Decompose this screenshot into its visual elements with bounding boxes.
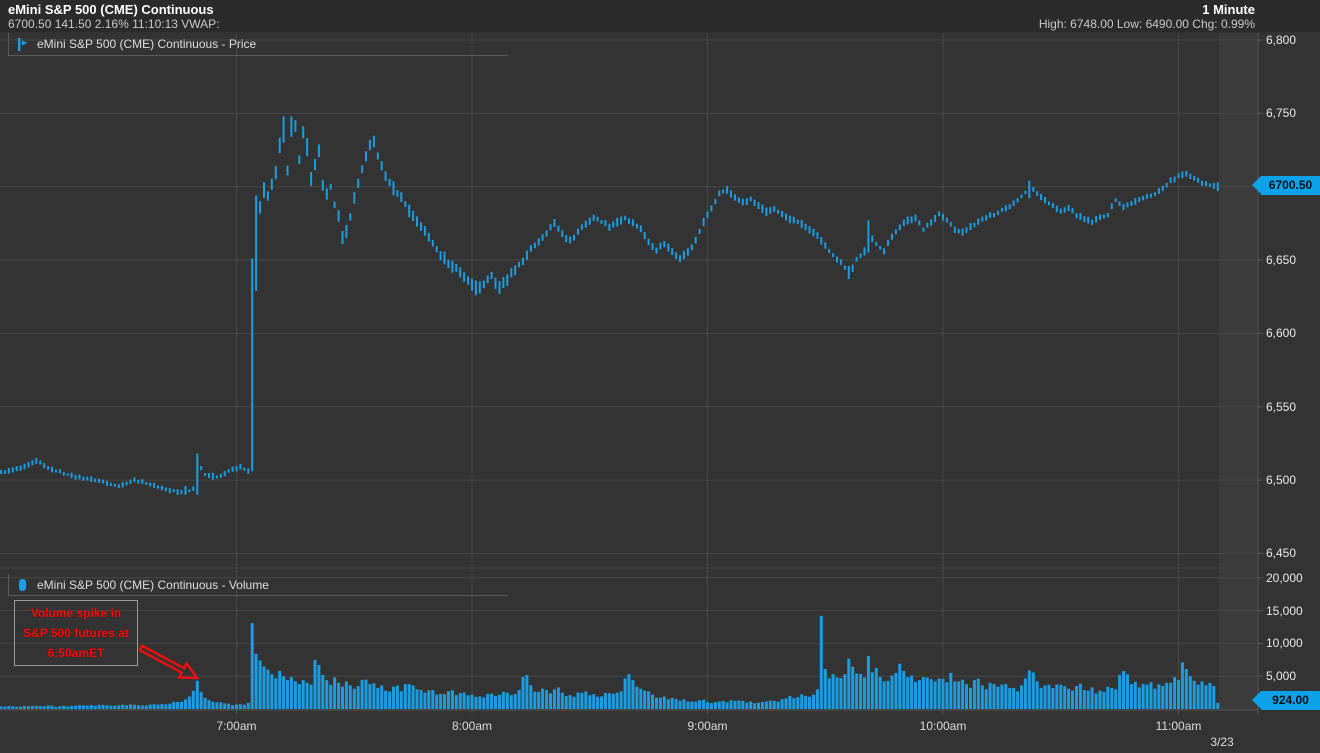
price-axis-label: 6,600 xyxy=(1266,326,1297,341)
current-bar-highlight-column xyxy=(1219,33,1257,710)
annotation-line-3: 6:50amET xyxy=(47,646,105,660)
price-axis-label: 6,450 xyxy=(1266,546,1297,561)
time-axis-label: 9:00am xyxy=(687,719,728,733)
price-axis-label: 6,550 xyxy=(1266,399,1297,414)
time-axis-label: 10:00am xyxy=(919,719,967,733)
timeframe-label[interactable]: 1 Minute xyxy=(1202,2,1255,17)
time-axis-label: 7:00am xyxy=(216,719,257,733)
price-panel-legend-label: eMini S&P 500 (CME) Continuous - Price xyxy=(37,37,257,51)
price-bar-series xyxy=(0,116,1219,495)
volume-panel-legend[interactable]: eMini S&P 500 (CME) Continuous - Volume xyxy=(8,574,508,596)
instrument-title: eMini S&P 500 (CME) Continuous xyxy=(8,2,214,17)
volume-panel-legend-label: eMini S&P 500 (CME) Continuous - Volume xyxy=(37,577,269,592)
annotation-box[interactable]: Volume spike in S&P 500 futures at 6:50a… xyxy=(14,600,138,666)
annotation-line-1: Volume spike in xyxy=(30,606,122,620)
volume-axis-label: 10,000 xyxy=(1266,636,1303,651)
time-axis-label: 11:00am xyxy=(1155,719,1202,733)
volume-axis-label: 20,000 xyxy=(1266,570,1303,585)
last-volume-badge: 924.00 xyxy=(1252,691,1320,710)
quote-line: 6700.50 141.50 2.16% 11:10:13 VWAP: xyxy=(8,17,220,31)
price-panel-legend[interactable]: eMini S&P 500 (CME) Continuous - Price xyxy=(8,33,508,56)
price-axis-label: 6,750 xyxy=(1266,106,1297,121)
volume-bar-icon xyxy=(17,578,28,591)
last-price-badge: 6700.50 xyxy=(1252,176,1320,195)
price-axis-label: 6,500 xyxy=(1266,473,1297,488)
chart-header: eMini S&P 500 (CME) Continuous 6700.50 1… xyxy=(0,0,1320,32)
price-axis-label: 6,800 xyxy=(1266,33,1297,47)
time-axis-label: 8:00am xyxy=(451,719,493,733)
volume-bar-series xyxy=(0,615,1220,709)
volume-axis-label: 5,000 xyxy=(1266,669,1297,684)
price-axis-label: 6,650 xyxy=(1266,253,1297,268)
annotation-arrow[interactable] xyxy=(138,644,200,680)
date-label: 3/23 xyxy=(1210,735,1234,749)
annotation-line-2: S&P 500 futures at xyxy=(23,626,129,640)
price-bars-icon xyxy=(17,37,28,51)
high-low-change-line: High: 6748.00 Low: 6490.00 Chg: 0.99% xyxy=(1038,17,1255,31)
volume-axis-label: 15,000 xyxy=(1266,603,1303,618)
